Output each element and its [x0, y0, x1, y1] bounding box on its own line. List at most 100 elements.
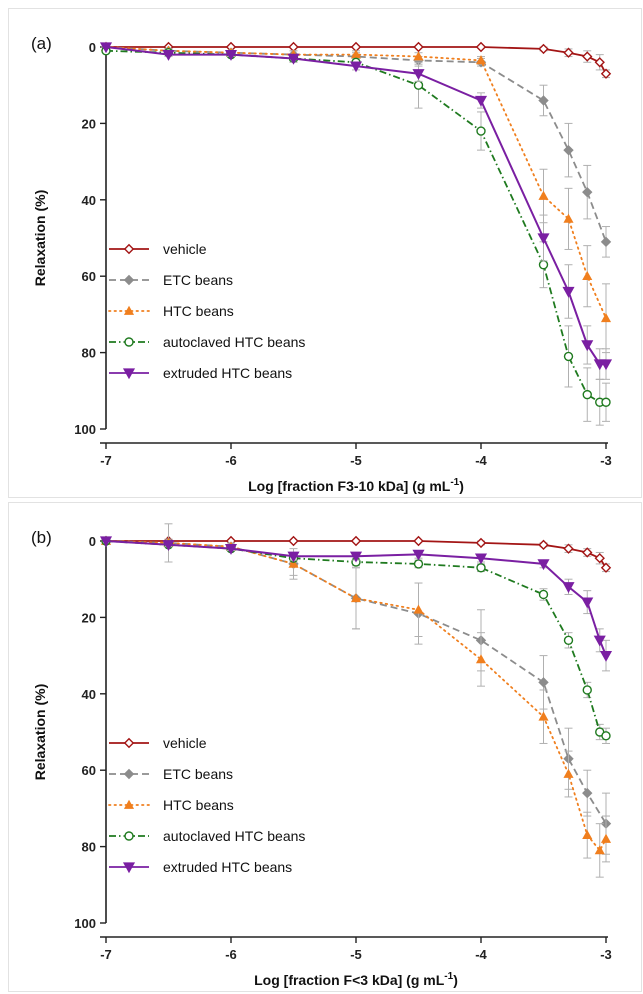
y-tick-label: 40: [82, 687, 96, 702]
legend-label: autoclaved HTC beans: [163, 334, 305, 350]
data-point: [563, 543, 574, 554]
x-axis-title-main: Log [fraction F3-10 kDa] (g mL: [248, 478, 451, 494]
data-point: [349, 551, 363, 563]
data-point: [413, 535, 424, 547]
data-point: [413, 559, 424, 569]
data-point: [562, 582, 575, 594]
data-point: [350, 535, 362, 547]
data-point: [412, 549, 425, 561]
data-point: [581, 340, 594, 352]
y-axis-title: Relaxation (%): [32, 190, 48, 286]
data-point: [224, 49, 238, 61]
data-point: [99, 536, 113, 548]
data-point: [563, 351, 574, 362]
legend-label: vehicle: [163, 241, 207, 257]
data-point: [538, 260, 549, 270]
data-point: [582, 787, 593, 799]
x-tick-label: -4: [475, 947, 487, 962]
x-axis-title-end: ): [459, 478, 464, 494]
series-extruded: [99, 536, 613, 672]
x-tick-label: -6: [225, 453, 237, 468]
x-axis-title-end: ): [453, 972, 458, 988]
data-point: [582, 186, 593, 198]
data-point: [413, 604, 424, 614]
data-point: [582, 685, 592, 695]
data-point: [581, 597, 594, 609]
y-tick-label: 60: [82, 763, 96, 778]
chart-panel-b: (b) 0 20 40 60 80 100 -7 -6 -5 -4 -3 Relaxation (%) L…: [8, 502, 642, 992]
x-tick-label: -7: [100, 947, 112, 962]
series-line: [105, 540, 607, 853]
y-tick-label: 80: [82, 346, 96, 361]
data-point: [582, 547, 593, 558]
legend-label: ETC beans: [163, 766, 233, 782]
data-point: [412, 69, 425, 80]
data-point: [582, 270, 593, 281]
data-point: [594, 845, 605, 855]
y-tick-label: 100: [74, 916, 96, 931]
data-point: [600, 312, 612, 323]
data-point: [413, 41, 424, 53]
data-point: [599, 359, 613, 371]
x-axis-title-sup: -1: [444, 971, 453, 982]
y-tick-label: 100: [74, 422, 96, 437]
data-point: [350, 593, 362, 603]
data-point: [538, 589, 549, 600]
x-tick-label: -7: [100, 453, 112, 468]
data-point: [563, 213, 574, 223]
y-tick-label: 40: [82, 193, 96, 208]
data-point: [601, 397, 611, 407]
data-point: [538, 677, 549, 688]
legend-label: vehicle: [163, 735, 207, 751]
y-axis-title: Relaxation (%): [32, 684, 48, 780]
data-point: [600, 68, 612, 79]
panel-label-b: (b): [31, 528, 52, 547]
panel-label-a: (a): [31, 34, 52, 53]
legend-label: extruded HTC beans: [163, 859, 292, 875]
legend-label: HTC beans: [163, 797, 234, 813]
data-point: [538, 539, 549, 551]
data-point: [582, 51, 593, 62]
legend-marker: [122, 368, 136, 380]
x-axis-title: Log [fraction F<3 kDa] (g mL-1): [254, 971, 458, 988]
data-point: [537, 233, 550, 245]
y-tick-label: 80: [82, 840, 96, 855]
data-point: [474, 95, 488, 107]
legend-marker: [123, 737, 135, 749]
data-point: [582, 389, 592, 400]
data-point: [288, 558, 299, 568]
series-line: [105, 46, 606, 366]
data-point: [538, 95, 549, 106]
data-point: [99, 42, 113, 54]
data-point: [563, 635, 574, 646]
y-tick-label: 20: [82, 116, 96, 131]
data-point: [287, 551, 300, 563]
x-axis-title: Log [fraction F3-10 kDa] (g mL-1): [248, 477, 464, 494]
data-point: [593, 635, 606, 647]
data-point: [563, 144, 574, 156]
data-point: [162, 49, 175, 61]
y-tick-label: 0: [89, 40, 96, 55]
legend-label: HTC beans: [163, 303, 234, 319]
data-point: [582, 829, 593, 839]
series-htc: [100, 535, 612, 878]
legend-label: ETC beans: [163, 272, 233, 288]
series-extruded: [99, 42, 613, 380]
data-point: [538, 711, 549, 721]
data-point: [476, 563, 486, 573]
data-point: [563, 47, 574, 58]
data-point: [413, 51, 424, 61]
data-point: [476, 126, 486, 136]
legend-marker: [123, 768, 135, 780]
legend-marker: [124, 831, 134, 841]
data-point: [475, 537, 487, 549]
legend-label: extruded HTC beans: [163, 365, 292, 381]
data-point: [475, 41, 487, 53]
data-point: [594, 57, 605, 68]
legend: vehicle ETC beans HTC beans autoclaved HTC …: [108, 735, 305, 875]
data-point: [563, 768, 574, 778]
data-point: [562, 286, 575, 298]
legend-marker: [123, 305, 135, 315]
x-tick-label: -4: [475, 453, 487, 468]
data-point: [288, 535, 299, 547]
